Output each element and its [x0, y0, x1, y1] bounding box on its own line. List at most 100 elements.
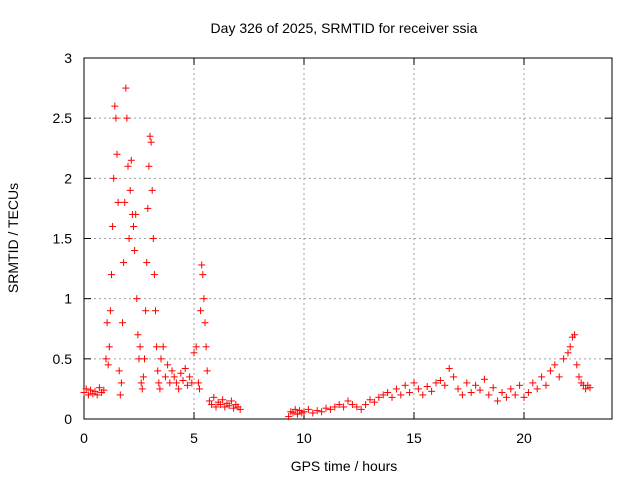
data-point — [458, 391, 466, 399]
data-point — [188, 379, 196, 387]
data-point — [102, 355, 110, 363]
data-point — [423, 383, 431, 391]
data-point — [200, 295, 208, 303]
data-point — [113, 150, 121, 158]
data-point — [538, 373, 546, 381]
data-point — [138, 385, 146, 393]
data-point — [450, 373, 458, 381]
data-point — [494, 397, 502, 405]
data-point — [104, 361, 112, 369]
data-point — [353, 403, 361, 411]
data-point — [441, 381, 449, 389]
data-point — [480, 375, 488, 383]
data-point — [203, 367, 211, 375]
data-point — [91, 387, 99, 395]
data-point — [436, 376, 444, 384]
data-point — [95, 384, 103, 392]
y-tick-label: 2 — [64, 170, 72, 186]
data-point — [109, 222, 117, 230]
x-tick-label: 15 — [406, 430, 422, 446]
data-point — [197, 307, 205, 315]
y-tick-labels: 0 0.5 1 1.5 2 2.5 3 — [53, 50, 73, 427]
data-point — [366, 396, 374, 404]
data-point — [582, 385, 590, 393]
data-point — [397, 391, 405, 399]
data-point — [370, 398, 378, 406]
data-point — [148, 186, 156, 194]
y-tick-label: 1.5 — [53, 231, 73, 247]
data-point — [476, 386, 484, 394]
data-point — [293, 410, 301, 418]
y-tick-label: 0 — [64, 411, 72, 427]
data-point — [379, 391, 387, 399]
data-point — [146, 132, 154, 140]
data-point — [205, 397, 213, 405]
data-point — [181, 364, 189, 372]
data-point — [150, 271, 158, 279]
data-point — [131, 247, 139, 255]
data-point — [143, 259, 151, 267]
data-point — [573, 361, 581, 369]
data-point — [219, 396, 227, 404]
data-point — [100, 386, 108, 394]
data-point — [152, 307, 159, 315]
data-point — [285, 413, 293, 421]
data-point — [194, 379, 202, 387]
data-point — [153, 343, 161, 351]
data-point — [198, 261, 206, 269]
data-point — [199, 271, 207, 279]
data-point — [87, 386, 95, 394]
x-axis-label: GPS time / hours — [291, 458, 398, 474]
data-point — [322, 404, 330, 412]
data-point — [419, 391, 427, 399]
data-point — [586, 384, 594, 392]
data-point — [110, 174, 118, 182]
data-point — [192, 343, 200, 351]
data-point — [542, 381, 550, 389]
data-point — [116, 391, 124, 399]
data-point — [401, 381, 409, 389]
data-point — [428, 387, 436, 395]
data-point — [571, 331, 579, 339]
data-point — [179, 376, 187, 384]
y-tick-label: 1 — [64, 291, 72, 307]
data-point — [115, 367, 123, 375]
data-point — [388, 393, 396, 401]
data-point — [147, 138, 155, 146]
data-point — [168, 367, 176, 375]
data-point — [106, 307, 114, 315]
data-point — [348, 401, 356, 409]
data-point — [170, 373, 178, 381]
data-point — [489, 384, 497, 392]
data-point — [132, 210, 140, 218]
data-point — [502, 393, 510, 401]
data-point — [313, 407, 321, 415]
data-point — [445, 364, 453, 372]
data-point — [155, 379, 163, 387]
data-point — [555, 373, 563, 381]
data-point — [159, 343, 167, 351]
data-point — [145, 162, 153, 170]
data-point — [410, 379, 418, 387]
data-point — [463, 379, 471, 387]
data-point — [80, 389, 88, 397]
data-point — [93, 391, 101, 399]
data-point — [137, 379, 145, 387]
data-point — [119, 319, 126, 327]
data-point — [166, 379, 174, 387]
data-point — [127, 156, 135, 164]
data-point — [384, 389, 392, 397]
data-point — [105, 343, 113, 351]
data-point — [485, 391, 493, 399]
data-point — [111, 102, 119, 110]
data-point — [103, 319, 111, 327]
data-point — [564, 349, 572, 357]
data-point — [291, 405, 299, 413]
data-point — [108, 271, 115, 279]
y-tick-label: 3 — [64, 50, 72, 66]
data-point — [190, 349, 198, 357]
data-point — [566, 343, 574, 351]
axis-ticks — [83, 57, 612, 420]
data-point — [201, 319, 209, 327]
